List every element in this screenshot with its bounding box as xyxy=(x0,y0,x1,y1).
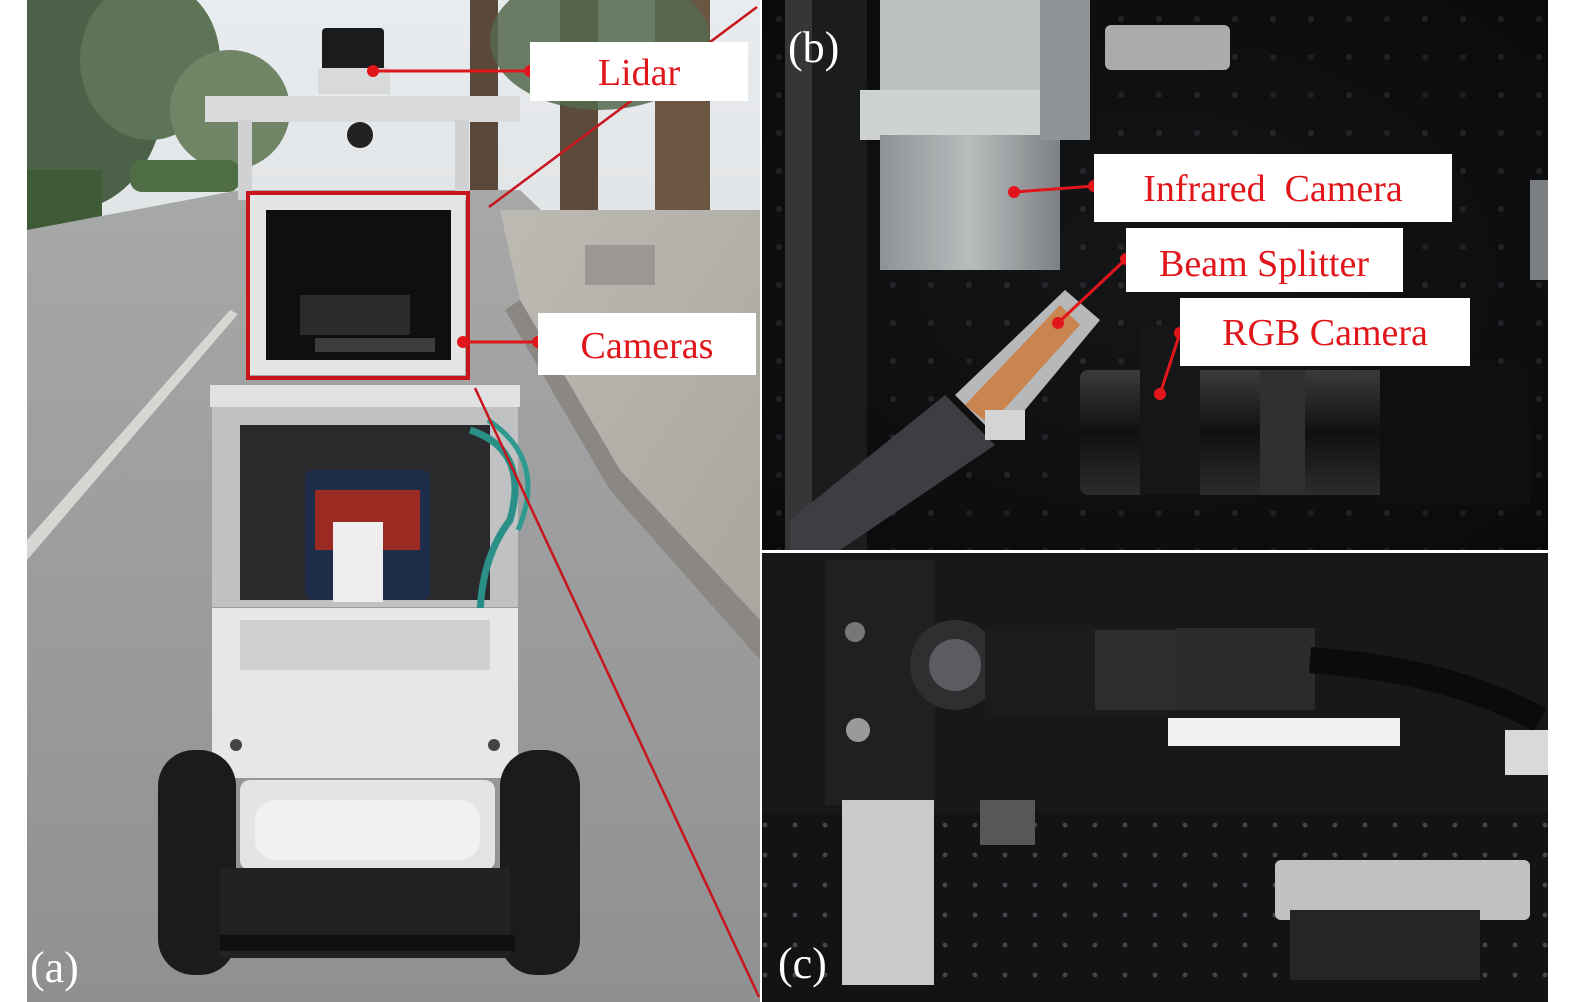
zoom-lines xyxy=(473,5,761,998)
cameras-highlight-box xyxy=(246,191,470,380)
callout-infrared-camera: Infrared Camera xyxy=(1008,154,1452,222)
callout-lidar: Lidar xyxy=(367,42,748,101)
zoom-line-bottom xyxy=(473,387,761,998)
panel-tag-b: (b) xyxy=(788,23,839,72)
panel-divider-horizontal xyxy=(762,550,1548,553)
zoom-line-top xyxy=(488,5,758,209)
callout-lidar-label: Lidar xyxy=(598,52,681,94)
panel-tag-a: (a) xyxy=(30,943,79,992)
callout-rgb-camera-label: RGB Camera xyxy=(1222,312,1428,354)
callout-infrared-camera-label: Infrared Camera xyxy=(1143,168,1403,210)
panel-tag-c: (c) xyxy=(778,939,827,988)
callout-rgb-camera: RGB Camera xyxy=(1154,298,1470,400)
callout-cameras-label: Cameras xyxy=(581,325,714,367)
panel-c-photo xyxy=(762,553,1548,1002)
callout-beam-splitter-label: Beam Splitter xyxy=(1159,243,1369,285)
callout-cameras: Cameras xyxy=(457,313,756,375)
panel-divider-vertical xyxy=(760,0,762,1002)
callout-beam-splitter: Beam Splitter xyxy=(1052,228,1403,329)
panel-a-photo xyxy=(27,0,760,1002)
